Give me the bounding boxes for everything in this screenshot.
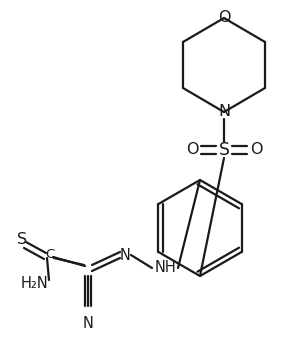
Text: O: O [250,143,262,157]
Text: S: S [218,141,230,159]
Text: NH: NH [155,261,177,275]
Text: C: C [45,248,55,261]
Text: N: N [120,248,130,262]
Text: N: N [218,105,230,119]
Text: O: O [218,10,230,25]
Text: S: S [17,232,27,248]
Text: O: O [186,143,198,157]
Text: N: N [83,316,93,332]
Text: H₂N: H₂N [21,275,49,290]
